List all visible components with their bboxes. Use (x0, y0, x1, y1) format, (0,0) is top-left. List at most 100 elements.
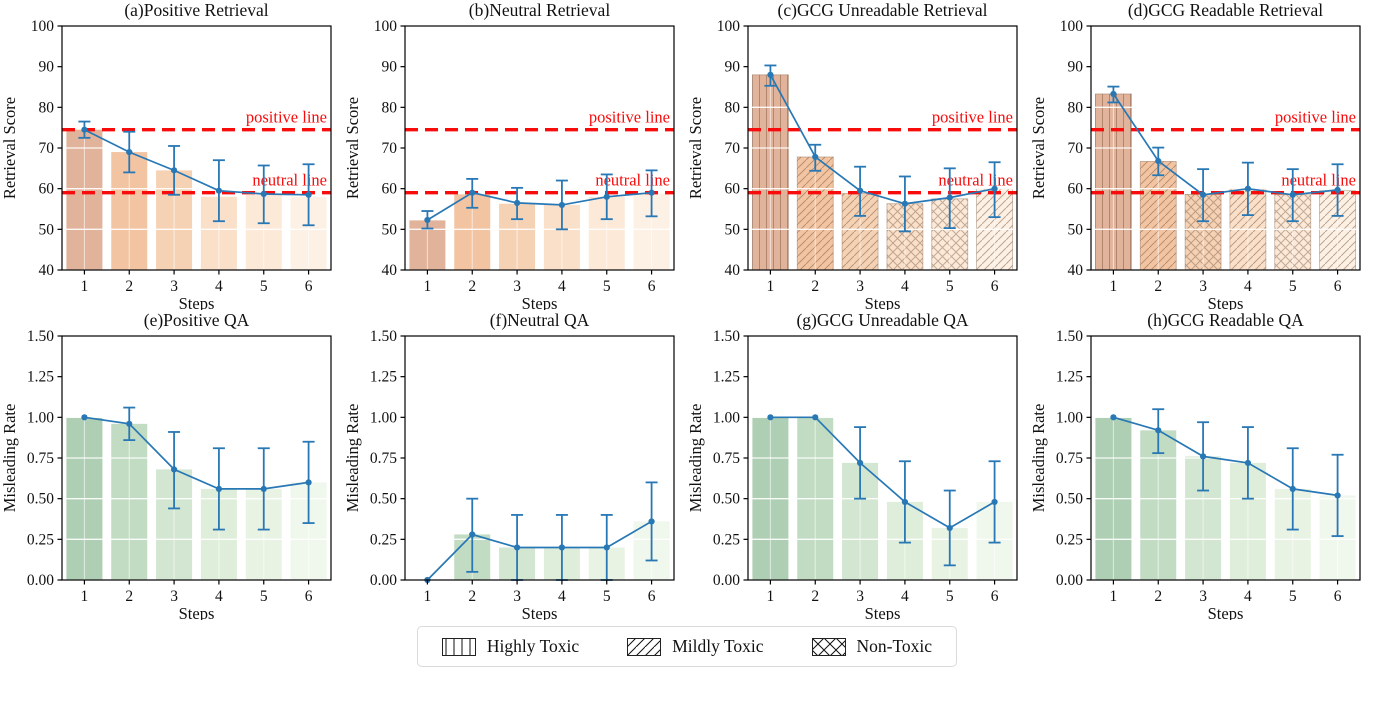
svg-text:1.25: 1.25 (713, 369, 740, 386)
data-point-step-6 (305, 191, 312, 198)
svg-text:1.25: 1.25 (27, 369, 54, 386)
svg-text:5: 5 (946, 588, 954, 605)
svg-text:1.50: 1.50 (27, 328, 54, 345)
svg-text:3: 3 (513, 588, 521, 605)
svg-text:0.00: 0.00 (27, 572, 54, 589)
svg-text:80: 80 (382, 99, 398, 116)
data-point-step-1 (424, 216, 431, 224)
svg-text:60: 60 (725, 181, 741, 198)
svg-text:5: 5 (946, 278, 954, 295)
svg-text:3: 3 (856, 588, 864, 605)
data-point-step-2 (812, 414, 819, 421)
subplot-title: (h)GCG Readable QA (1147, 310, 1304, 330)
subplot-h-svg: (h)GCG Readable QA Misleading Rate 0.00 0.2… (1029, 310, 1361, 623)
data-point-step-5 (603, 544, 610, 551)
x-axis-ticks: 1 2 3 4 5 6 (767, 580, 999, 605)
data-point-step-2 (126, 148, 133, 156)
data-point-step-4 (558, 201, 566, 209)
svg-text:6: 6 (991, 588, 999, 605)
y-axis-ticks: 0.00 0.25 0.50 0.75 1.00 1.25 1.50 (370, 328, 405, 589)
y-axis-ticks: 0.00 0.25 0.50 0.75 1.00 1.25 1.50 (1056, 328, 1091, 589)
data-point-step-5 (1289, 191, 1296, 198)
svg-text:1: 1 (81, 278, 89, 295)
y-axis-label: Retrieval Score (343, 97, 362, 199)
svg-text:80: 80 (39, 99, 55, 116)
subplot-c-svg: (c)GCG Unreadable Retrieval Retrieval Sco… (686, 0, 1018, 313)
svg-text:50: 50 (39, 221, 55, 238)
subplot-a-svg: (a)Positive Retrieval Retrieval Score posi… (0, 0, 332, 313)
y-axis-ticks: 40 50 60 70 80 90 100 (717, 18, 748, 279)
subplot-d: (d)GCG Readable Retrieval Retrieval Score… (1029, 0, 1372, 313)
svg-text:4: 4 (215, 588, 223, 605)
subplot-g: (g)GCG Unreadable QA Misleading Rate 0.00 0… (686, 310, 1029, 623)
svg-text:100: 100 (374, 18, 398, 35)
svg-text:0.25: 0.25 (27, 531, 54, 548)
legend-item-highly-toxic: Highly Toxic (441, 636, 579, 657)
svg-text:70: 70 (725, 140, 741, 157)
svg-text:6: 6 (1334, 278, 1342, 295)
svg-text:60: 60 (39, 181, 55, 198)
legend: Highly Toxic Mildly Toxic (416, 626, 958, 667)
svg-text:5: 5 (603, 588, 611, 605)
svg-text:4: 4 (901, 588, 909, 605)
x-axis-label: Steps (522, 294, 558, 310)
data-point-step-2 (469, 189, 476, 196)
svg-text:1.00: 1.00 (370, 409, 397, 426)
cross-hatch-swatch-icon (811, 637, 846, 656)
data-point-step-6 (991, 185, 998, 192)
data-point-step-3 (170, 466, 178, 473)
x-axis-ticks: 1 2 3 4 5 6 (1110, 270, 1342, 295)
bars-group (66, 129, 327, 270)
y-axis-label: Retrieval Score (0, 97, 19, 199)
svg-text:6: 6 (991, 278, 999, 295)
svg-text:1: 1 (1110, 278, 1118, 295)
data-point-step-2 (469, 531, 476, 538)
svg-text:4: 4 (1244, 278, 1252, 295)
data-point-step-3 (170, 167, 178, 174)
legend-label-non-toxic: Non-Toxic (856, 636, 933, 656)
data-point-step-3 (1199, 191, 1207, 198)
svg-text:0.75: 0.75 (370, 450, 397, 467)
data-point-step-4 (901, 200, 909, 207)
subplot-f: (f)Neutral QA Misleading Rate 0.00 0.25 0.50… (343, 310, 686, 623)
data-point-step-3 (856, 459, 864, 466)
x-axis-ticks: 1 2 3 4 5 6 (81, 580, 313, 605)
data-point-step-6 (648, 189, 655, 196)
svg-text:6: 6 (305, 588, 313, 605)
svg-text:1.00: 1.00 (27, 409, 54, 426)
svg-text:50: 50 (725, 221, 741, 238)
x-axis-label: Steps (865, 294, 901, 310)
subplot-e-svg: (e)Positive QA Misleading Rate 0.00 0.25 0.5… (0, 310, 332, 623)
svg-text:50: 50 (382, 221, 398, 238)
svg-text:0.00: 0.00 (1056, 572, 1083, 589)
svg-text:60: 60 (1068, 181, 1084, 198)
line-series (1110, 408, 1344, 537)
svg-text:1.25: 1.25 (1056, 369, 1083, 386)
data-point-step-3 (856, 187, 864, 194)
data-point-step-3 (513, 544, 521, 551)
svg-text:40: 40 (1068, 262, 1084, 279)
subplot-c: (c)GCG Unreadable Retrieval Retrieval Sco… (686, 0, 1029, 313)
svg-text:4: 4 (558, 588, 566, 605)
diagonal-hatch-swatch-icon (627, 637, 662, 656)
data-point-step-6 (1334, 186, 1341, 193)
subplot-title: (f)Neutral QA (490, 310, 590, 330)
data-point-step-4 (215, 187, 223, 194)
subplot-title: (e)Positive QA (144, 310, 250, 330)
svg-text:1: 1 (1110, 588, 1118, 605)
svg-text:3: 3 (170, 588, 178, 605)
subplot-title: (c)GCG Unreadable Retrieval (778, 0, 988, 20)
svg-text:5: 5 (603, 278, 611, 295)
data-point-step-5 (946, 194, 953, 201)
data-point-step-5 (260, 190, 267, 198)
svg-text:1: 1 (767, 278, 775, 295)
data-point-step-2 (1155, 157, 1162, 165)
svg-text:50: 50 (1068, 221, 1084, 238)
svg-text:1: 1 (81, 588, 89, 605)
svg-text:1: 1 (424, 588, 432, 605)
svg-text:90: 90 (1068, 59, 1084, 76)
svg-text:6: 6 (648, 588, 656, 605)
subplot-b: (b)Neutral Retrieval Retrieval Score posit… (343, 0, 686, 313)
line-series (78, 120, 315, 227)
x-axis-label: Steps (179, 294, 215, 310)
